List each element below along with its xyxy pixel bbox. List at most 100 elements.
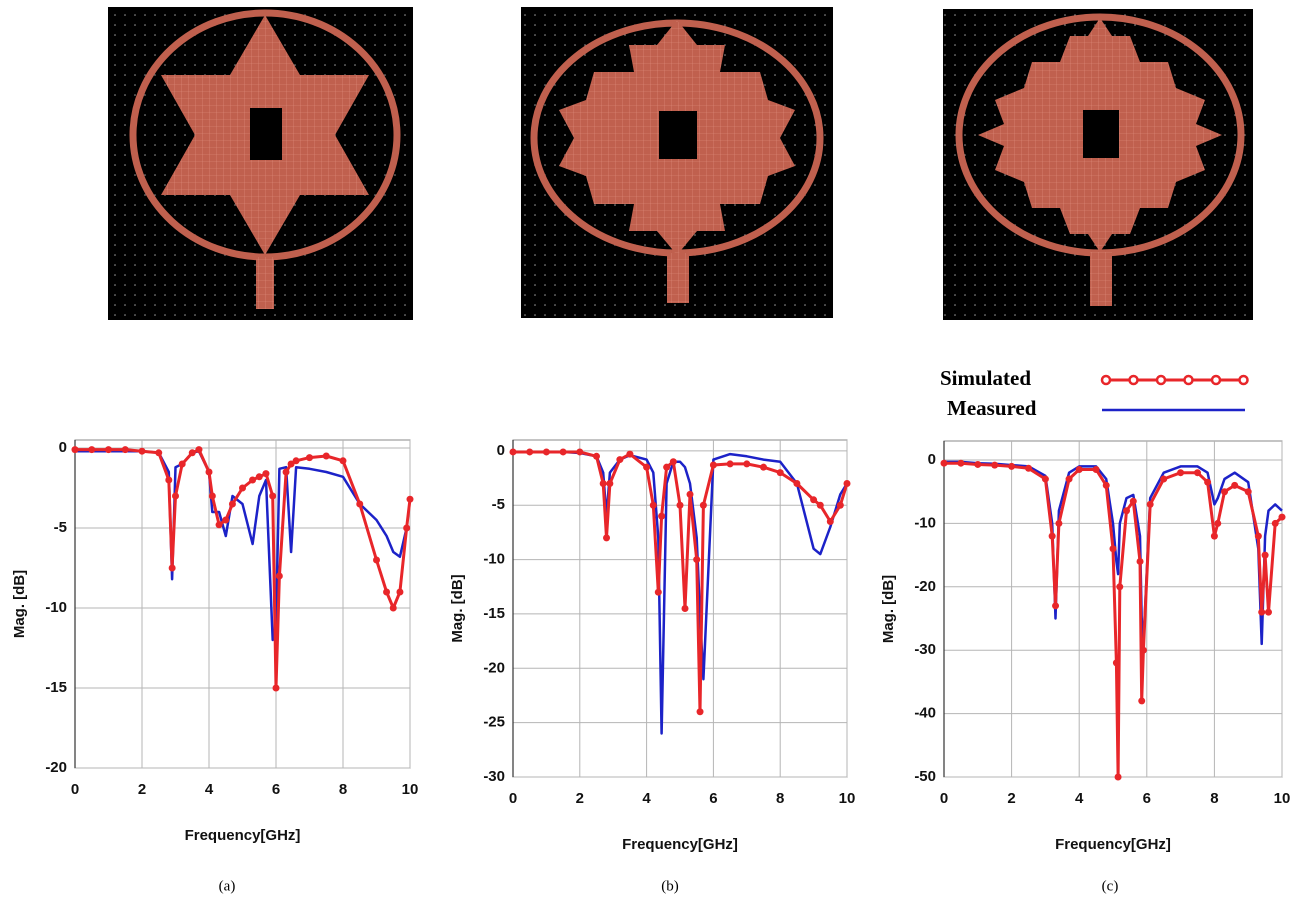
data-point	[710, 462, 717, 469]
data-point	[743, 460, 750, 467]
data-point	[209, 493, 216, 500]
data-point	[1055, 520, 1062, 527]
data-point	[216, 521, 223, 528]
data-point	[206, 469, 213, 476]
data-point	[1115, 774, 1122, 781]
data-point	[793, 480, 800, 487]
antenna-a	[108, 7, 413, 320]
data-point	[643, 464, 650, 471]
data-point	[658, 513, 665, 520]
x-tick-label: 2	[138, 781, 146, 798]
y-axis-label: Mag. [dB]	[880, 575, 897, 643]
legend-marker	[1240, 376, 1248, 384]
y-tick-label: -20	[483, 659, 505, 676]
data-point	[1123, 507, 1130, 514]
y-tick-label: -25	[483, 714, 505, 731]
caption: (b)	[661, 878, 679, 894]
x-tick-label: 10	[402, 781, 419, 798]
data-point	[957, 460, 964, 467]
x-tick-label: 8	[1210, 790, 1218, 807]
data-point	[616, 456, 623, 463]
data-point	[1138, 697, 1145, 704]
data-point	[810, 496, 817, 503]
y-tick-label: -15	[45, 679, 67, 696]
data-point	[700, 502, 707, 509]
x-tick-label: 0	[509, 790, 517, 807]
data-point	[165, 477, 172, 484]
data-point	[139, 448, 146, 455]
data-point	[276, 573, 283, 580]
data-point	[179, 461, 186, 468]
data-point	[1049, 533, 1056, 540]
data-point	[1042, 476, 1049, 483]
legend-marker	[1102, 376, 1110, 384]
plot-area	[944, 441, 1282, 777]
data-point	[655, 589, 662, 596]
data-point	[560, 448, 567, 455]
data-point	[229, 501, 236, 508]
data-point	[510, 448, 517, 455]
data-point	[670, 458, 677, 465]
data-point	[105, 446, 112, 453]
data-point	[1103, 482, 1110, 489]
data-point	[273, 685, 280, 692]
data-point	[677, 502, 684, 509]
antenna-c	[943, 9, 1253, 320]
x-axis-label: Frequency[GHz]	[1055, 836, 1171, 853]
data-point	[687, 491, 694, 498]
data-point	[306, 454, 313, 461]
y-tick-label: -20	[914, 578, 936, 595]
data-point	[727, 460, 734, 467]
data-point	[1110, 545, 1117, 552]
x-tick-label: 6	[1143, 790, 1151, 807]
antenna-b	[521, 7, 833, 318]
legend-label: Measured	[947, 396, 1037, 420]
y-tick-label: -15	[483, 605, 505, 622]
x-tick-label: 0	[940, 790, 948, 807]
y-tick-label: -30	[483, 768, 505, 785]
y-tick-label: -30	[914, 641, 936, 658]
data-point	[383, 589, 390, 596]
data-point	[600, 480, 607, 487]
data-point	[626, 451, 633, 458]
data-point	[1245, 488, 1252, 495]
data-point	[817, 502, 824, 509]
y-axis-label: Mag. [dB]	[449, 574, 466, 642]
plot-area	[513, 440, 847, 777]
data-point	[1116, 583, 1123, 590]
data-point	[122, 446, 129, 453]
legend-marker	[1212, 376, 1220, 384]
data-point	[1272, 520, 1279, 527]
data-point	[760, 464, 767, 471]
y-axis-label: Mag. [dB]	[11, 570, 28, 638]
data-point	[1137, 558, 1144, 565]
data-point	[526, 448, 533, 455]
caption: (a)	[219, 878, 236, 894]
data-point	[1076, 466, 1083, 473]
data-point	[356, 501, 363, 508]
y-tick-label: -50	[914, 768, 936, 785]
data-point	[396, 589, 403, 596]
data-point	[1194, 469, 1201, 476]
data-point	[169, 565, 176, 572]
y-tick-label: -40	[914, 705, 936, 722]
data-point	[1066, 476, 1073, 483]
data-point	[155, 449, 162, 456]
data-point	[576, 448, 583, 455]
x-tick-label: 6	[272, 781, 280, 798]
page: 0-5-10-15-200246810Frequency[GHz]Mag. [d…	[0, 0, 1299, 908]
legend-marker	[1157, 376, 1165, 384]
data-point	[1231, 482, 1238, 489]
y-tick-label: 0	[59, 439, 67, 456]
x-tick-label: 2	[1007, 790, 1015, 807]
data-point	[189, 449, 196, 456]
legend-label: Simulated	[940, 366, 1031, 390]
data-point	[1221, 488, 1228, 495]
y-tick-label: 0	[928, 451, 936, 468]
data-point	[373, 557, 380, 564]
data-point	[1279, 514, 1286, 521]
x-tick-label: 4	[1075, 790, 1084, 807]
y-tick-label: -5	[492, 496, 505, 513]
legend-marker	[1185, 376, 1193, 384]
x-tick-label: 10	[1274, 790, 1291, 807]
